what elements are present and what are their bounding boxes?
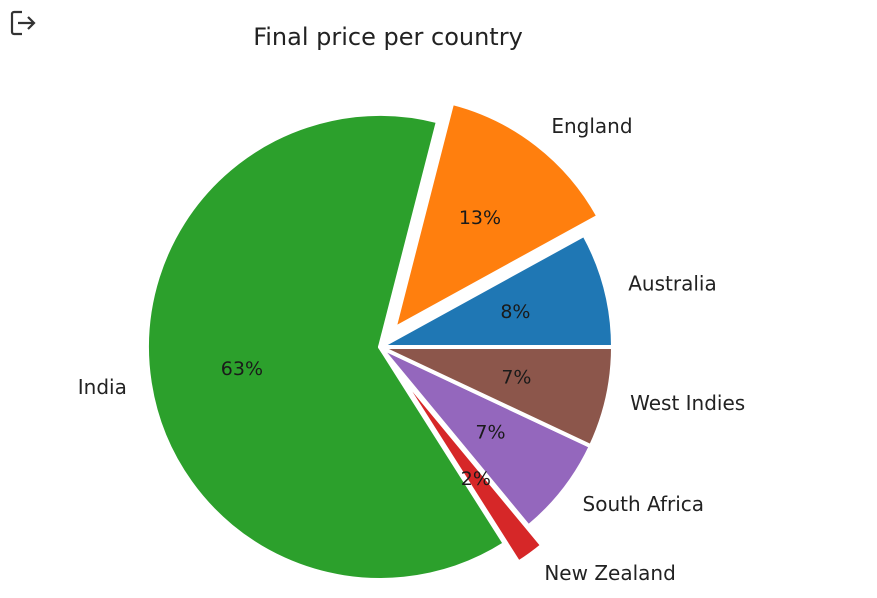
pie-labels: 8% Australia 13% England 63% India 2% New Zeala… [78,114,745,585]
pie-percent-west-indies: 7% [501,366,531,388]
pie-percent-england: 13% [459,207,501,229]
chart-title: Final price per country [253,23,523,51]
pie-slice-new-zealand [391,363,545,565]
pie-percent-south-africa: 7% [475,422,505,444]
pie-percent-india: 63% [221,358,263,380]
pie-slice-england [392,100,601,331]
pie-label-australia: Australia [628,271,716,295]
pie-percent-australia: 8% [500,301,530,323]
pie-label-south-africa: South Africa [583,492,705,516]
pie-label-new-zealand: New Zealand [544,561,675,585]
pie-slices [145,100,615,582]
pie-label-west-indies: West Indies [630,391,745,415]
pie-slice-india [145,112,507,582]
export-icon[interactable] [8,8,38,38]
pie-slice-west-indies [378,345,615,449]
pie-label-india: India [78,375,127,399]
pie-percent-new-zealand: 2% [461,468,491,490]
pie-label-england: England [551,114,632,138]
pie-slice-australia [378,232,615,349]
